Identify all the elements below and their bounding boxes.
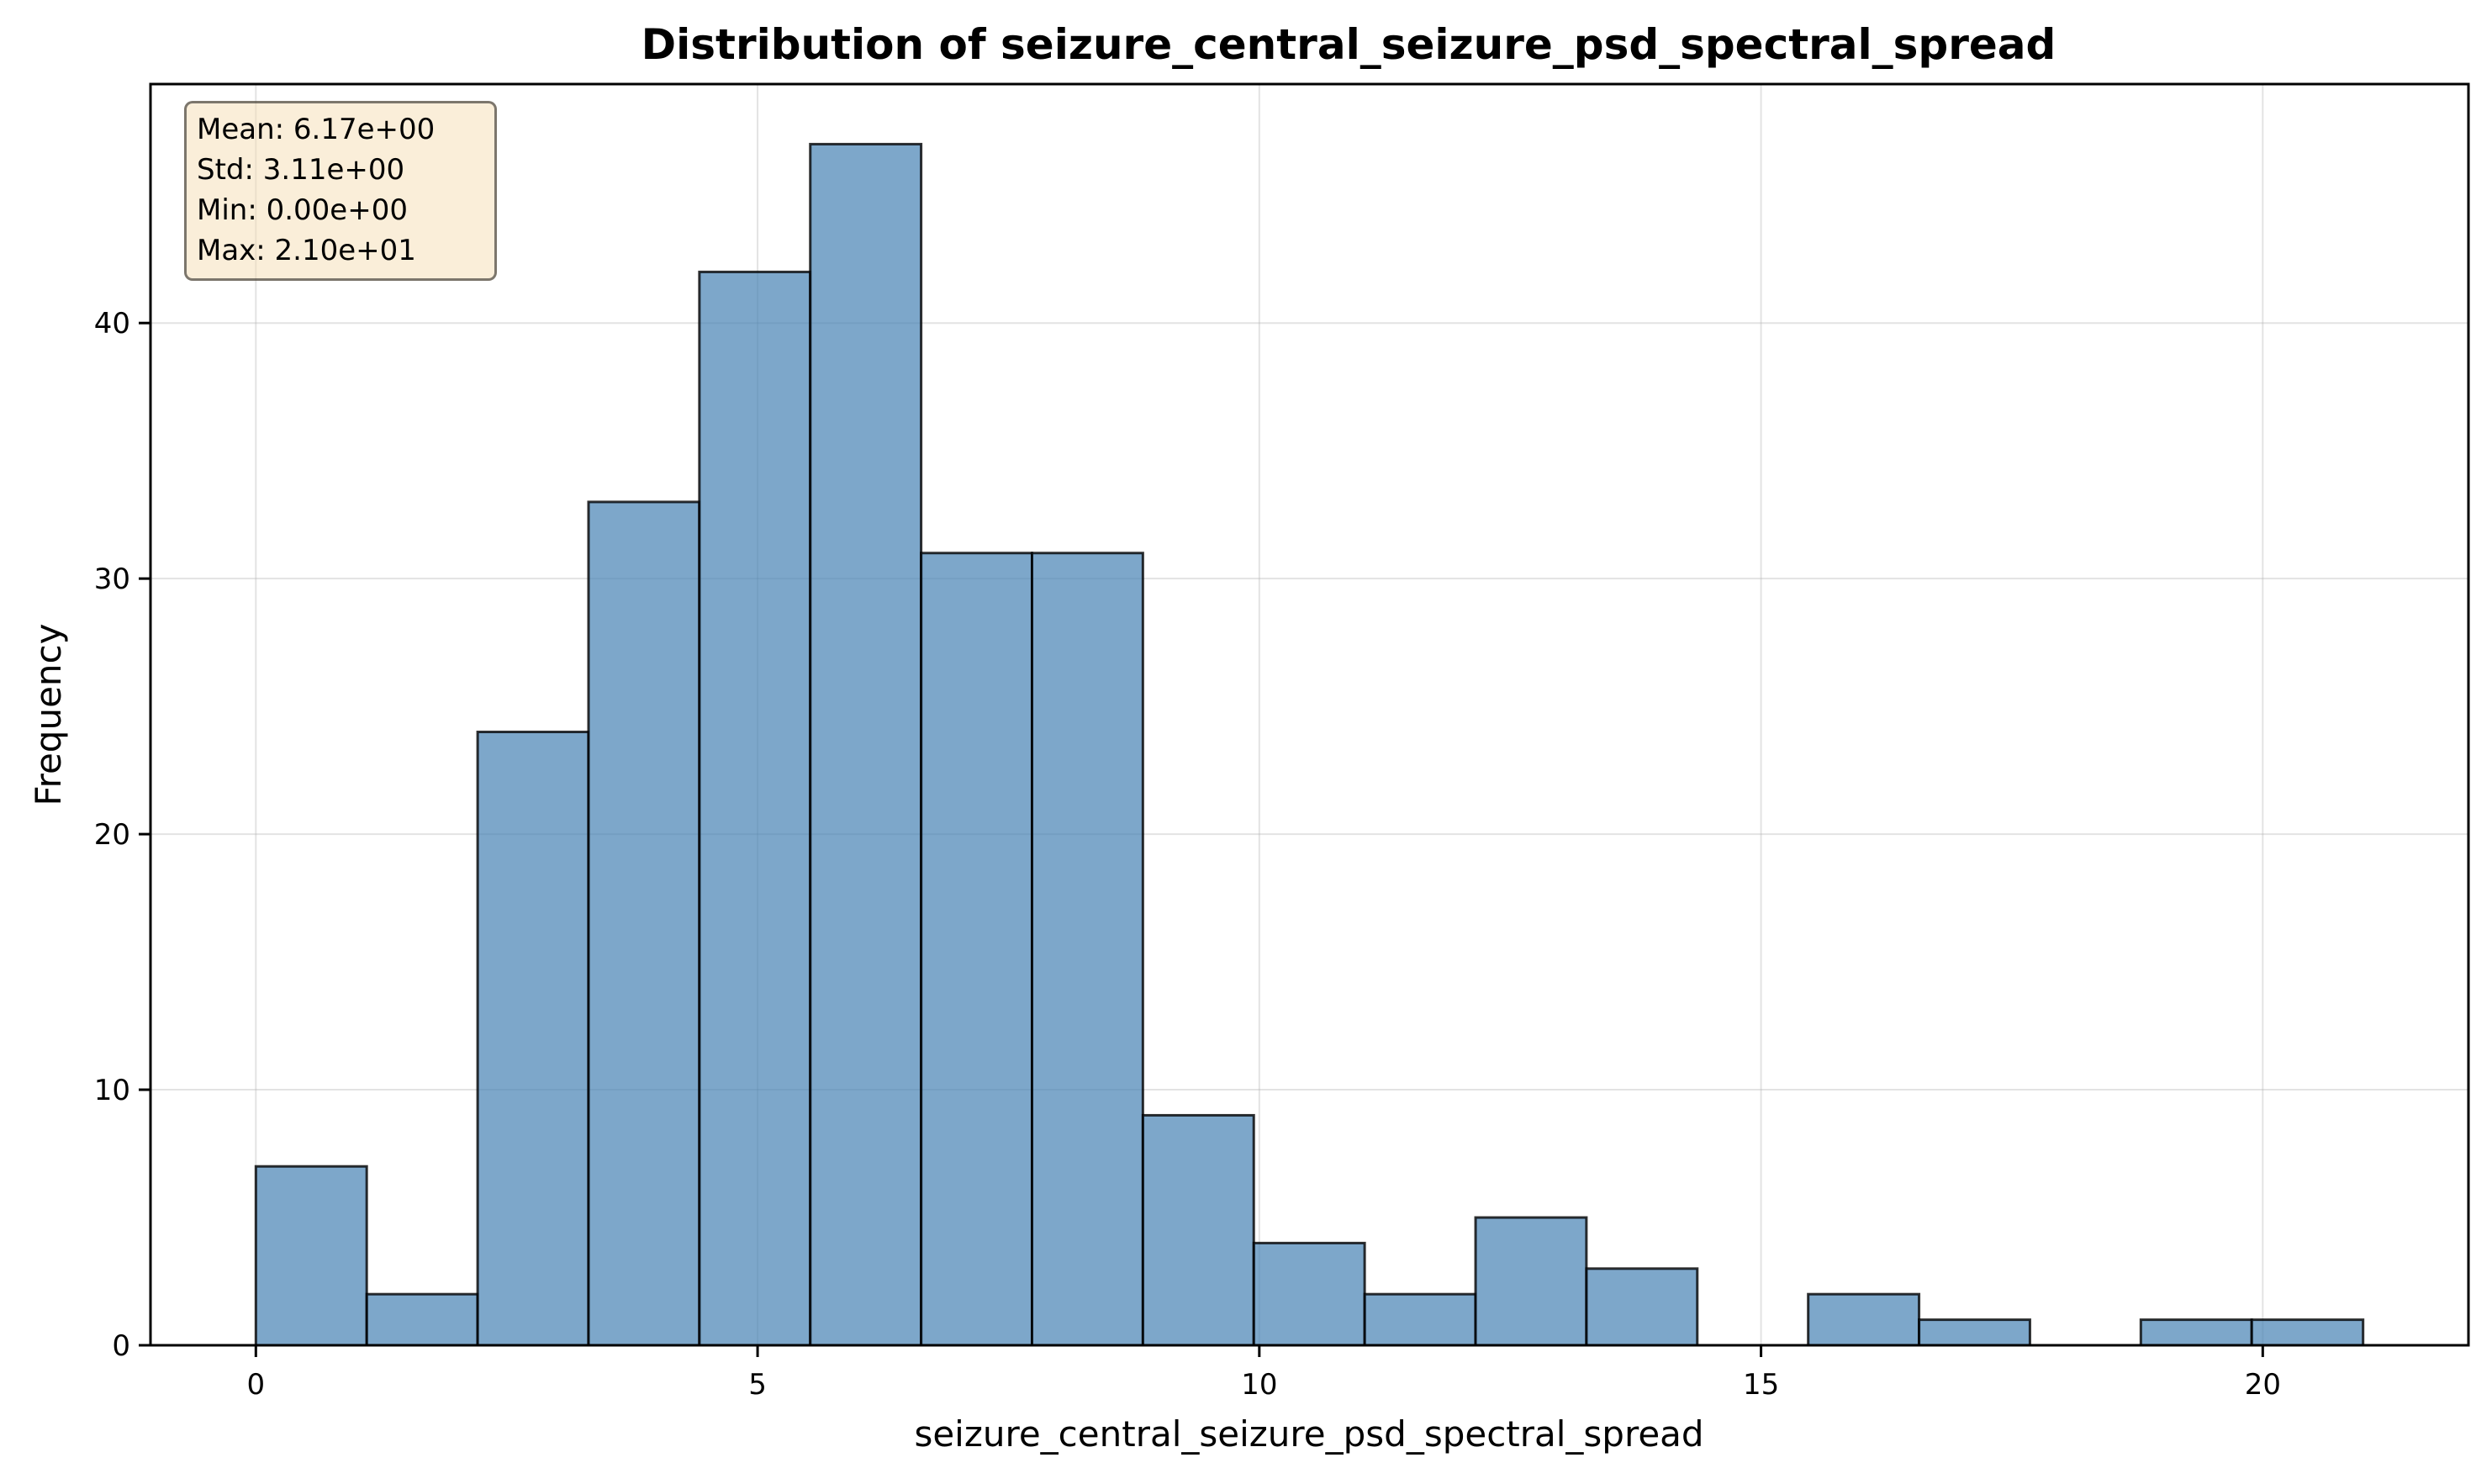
histogram-bar	[809, 142, 923, 1347]
histogram-bar	[1807, 1292, 1921, 1347]
y-axis-label: Frequency	[28, 624, 69, 806]
histogram-bars	[254, 142, 2365, 1347]
y-tick-label: 40	[94, 307, 130, 341]
histogram-bar	[1585, 1267, 1699, 1347]
histogram-bar	[698, 270, 812, 1347]
histogram-bar	[2250, 1318, 2365, 1347]
histogram-bar	[587, 500, 701, 1347]
stat-std: Std: 3.11e+00	[197, 153, 405, 187]
x-tick-label: 20	[2245, 1368, 2281, 1402]
x-tick-label: 5	[748, 1368, 767, 1402]
histogram-bar	[920, 552, 1033, 1347]
y-tick-label: 10	[94, 1074, 130, 1107]
histogram-bar	[1474, 1216, 1588, 1347]
x-tick-label: 15	[1743, 1368, 1779, 1402]
x-tick-label: 0	[246, 1368, 265, 1402]
histogram-bar	[365, 1292, 479, 1347]
histogram-bar	[1918, 1318, 2031, 1347]
y-tick-label: 20	[94, 818, 130, 852]
chart-title: Distribution of seizure_central_seizure_…	[641, 20, 2056, 69]
stat-mean: Mean: 6.17e+00	[197, 113, 436, 146]
plot-frame	[149, 82, 2470, 1347]
x-axis-ticks: 0 5 10 15 20	[246, 1345, 2281, 1402]
histogram-bar	[476, 731, 590, 1347]
x-tick-label: 10	[1241, 1368, 1277, 1402]
histogram-bar	[1252, 1241, 1366, 1347]
stat-min: Min: 0.00e+00	[197, 193, 408, 227]
histogram-bar	[1141, 1113, 1255, 1347]
y-tick-label: 30	[94, 562, 130, 596]
stats-box: Mean: 6.17e+00 Std: 3.11e+00 Min: 0.00e+…	[184, 101, 497, 281]
y-tick-label: 0	[112, 1329, 130, 1363]
histogram-bar	[2139, 1318, 2253, 1347]
histogram-bar	[1363, 1292, 1477, 1347]
stat-max: Max: 2.10e+01	[197, 234, 416, 267]
histogram-bar	[1030, 552, 1144, 1347]
histogram-bar	[254, 1164, 368, 1347]
x-axis-label: seizure_central_seizure_psd_spectral_spr…	[914, 1413, 1703, 1455]
y-axis-ticks: 0 10 20 30 40	[94, 307, 150, 1363]
